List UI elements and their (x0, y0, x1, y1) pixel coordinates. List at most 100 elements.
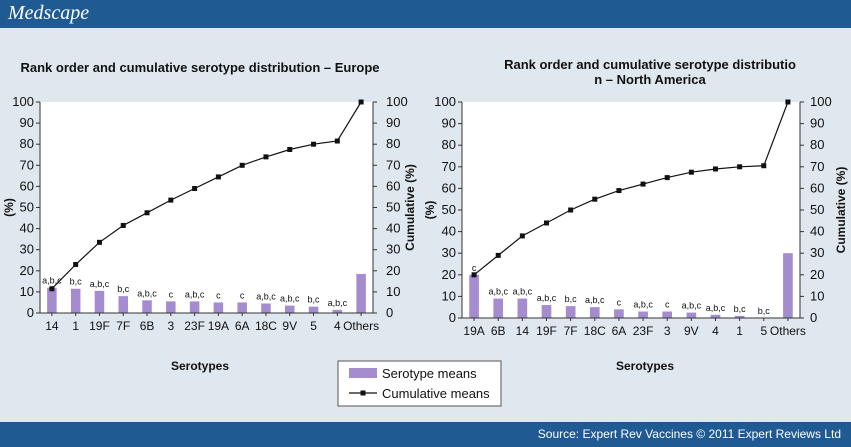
cumulative-point (688, 169, 694, 175)
x-category-label: 19F (536, 324, 557, 338)
y-tick-label-right: 0 (810, 310, 817, 325)
cumulative-point (713, 166, 718, 172)
bar (284, 305, 295, 313)
bar (734, 315, 745, 318)
y-tick-label-right: 10 (386, 284, 400, 299)
legend-bar-swatch (349, 368, 377, 378)
bar (189, 301, 200, 313)
x-category-label: 7F (116, 319, 130, 333)
bar (493, 298, 504, 318)
y-tick-label-left: 70 (442, 159, 456, 174)
bar (686, 312, 697, 318)
legend: Serotype means Cumulative means (337, 360, 502, 407)
y-tick-label-right: 40 (810, 224, 824, 239)
x-category-label: 6A (612, 324, 627, 338)
x-axis-title: Serotypes (171, 359, 229, 373)
x-category-label: 6A (235, 319, 250, 333)
bar (356, 273, 366, 313)
x-category-label: 5 (760, 324, 767, 338)
y-tick-label-left: 80 (442, 137, 456, 152)
cumulative-point (737, 164, 743, 170)
y-tick-label-right: 90 (810, 116, 824, 131)
bar-significance-label: c (617, 297, 622, 307)
bar-significance-label: b,c (308, 295, 321, 305)
x-axis-title: Serotypes (616, 359, 674, 373)
bar (308, 306, 319, 313)
cumulative-point (287, 146, 293, 152)
y-tick-label-right: 20 (386, 263, 400, 278)
cumulative-point (761, 163, 767, 169)
y-tick-label-left: 60 (442, 180, 456, 195)
y-tick-label-left: 40 (20, 221, 34, 236)
x-category-label: 19F (89, 319, 110, 333)
x-category-label: 7F (564, 324, 578, 338)
bar (213, 302, 224, 313)
bar-significance-label: a,b,c (633, 300, 653, 310)
y-tick-label-left: 50 (20, 200, 34, 215)
cumulative-point (334, 138, 340, 144)
y-tick-label-left: 10 (20, 284, 34, 299)
bar-significance-label: a,b,c (42, 276, 62, 286)
y-tick-label-right: 50 (810, 202, 824, 217)
chart-title-line: n – North America (594, 72, 706, 87)
y-tick-label-right: 40 (386, 221, 400, 236)
y-tick-label-right: 70 (810, 159, 824, 174)
bar (638, 311, 648, 318)
bar-significance-label: a,b,c (537, 293, 557, 303)
x-category-label: 1 (736, 324, 743, 338)
cumulative-point (519, 233, 525, 239)
bar-significance-label: c (472, 263, 477, 273)
y-tick-label-right: 80 (386, 136, 400, 151)
bar-significance-label: a,b,c (256, 292, 276, 302)
bar (517, 298, 528, 318)
bar-significance-label: a,b,c (185, 289, 205, 299)
bar-significance-label: a,b,c (682, 301, 702, 311)
y-tick-label-right: 20 (810, 267, 824, 282)
bar (237, 302, 247, 313)
bar (94, 290, 105, 313)
cumulative-point (616, 188, 622, 194)
y-tick-label-left: 20 (442, 267, 456, 282)
legend-line-label: Cumulative means (382, 386, 490, 401)
bar-significance-label: b,c (117, 284, 130, 294)
y-tick-label-left: 20 (20, 263, 34, 278)
y-tick-label-left: 40 (442, 224, 456, 239)
cumulative-line (473, 101, 789, 276)
bar (332, 309, 343, 313)
legend-bar-label: Serotype means (382, 366, 477, 381)
cumulative-point (640, 181, 646, 187)
bar-significance-label: c (665, 300, 670, 310)
cumulative-point (664, 175, 670, 181)
legend-line-marker (360, 390, 366, 396)
y-tick-label-right: 10 (810, 288, 824, 303)
y-tick-label-right: 60 (810, 180, 824, 195)
bar (47, 287, 57, 313)
y-axis-title-left: (%) (423, 201, 437, 220)
y-tick-label-right: 100 (386, 94, 408, 109)
bar (166, 301, 176, 313)
cumulative-point (592, 196, 598, 202)
cumulative-point (49, 286, 55, 292)
chart-title-line: Rank order and cumulative serotype distr… (504, 57, 796, 72)
x-category-label: 3 (167, 319, 174, 333)
y-tick-label-left: 100 (434, 94, 456, 109)
plot-area (462, 102, 800, 318)
cumulative-point (263, 154, 269, 160)
cumulative-point (73, 261, 79, 267)
y-tick-label-left: 0 (27, 305, 34, 320)
bar (710, 314, 721, 318)
x-category-label: 14 (45, 319, 59, 333)
y-tick-label-left: 90 (20, 115, 34, 130)
bar (142, 300, 152, 313)
x-category-label: 4 (712, 324, 719, 338)
x-category-label: 5 (310, 319, 317, 333)
bar (783, 253, 793, 318)
cumulative-point (311, 141, 317, 147)
x-category-label: 23F (633, 324, 654, 338)
y-tick-label-right: 30 (386, 242, 400, 257)
x-category-label: 6B (140, 319, 155, 333)
bar-significance-label: a,b,c (137, 288, 157, 298)
bar (541, 305, 552, 318)
bar-significance-label: b,c (734, 304, 747, 314)
